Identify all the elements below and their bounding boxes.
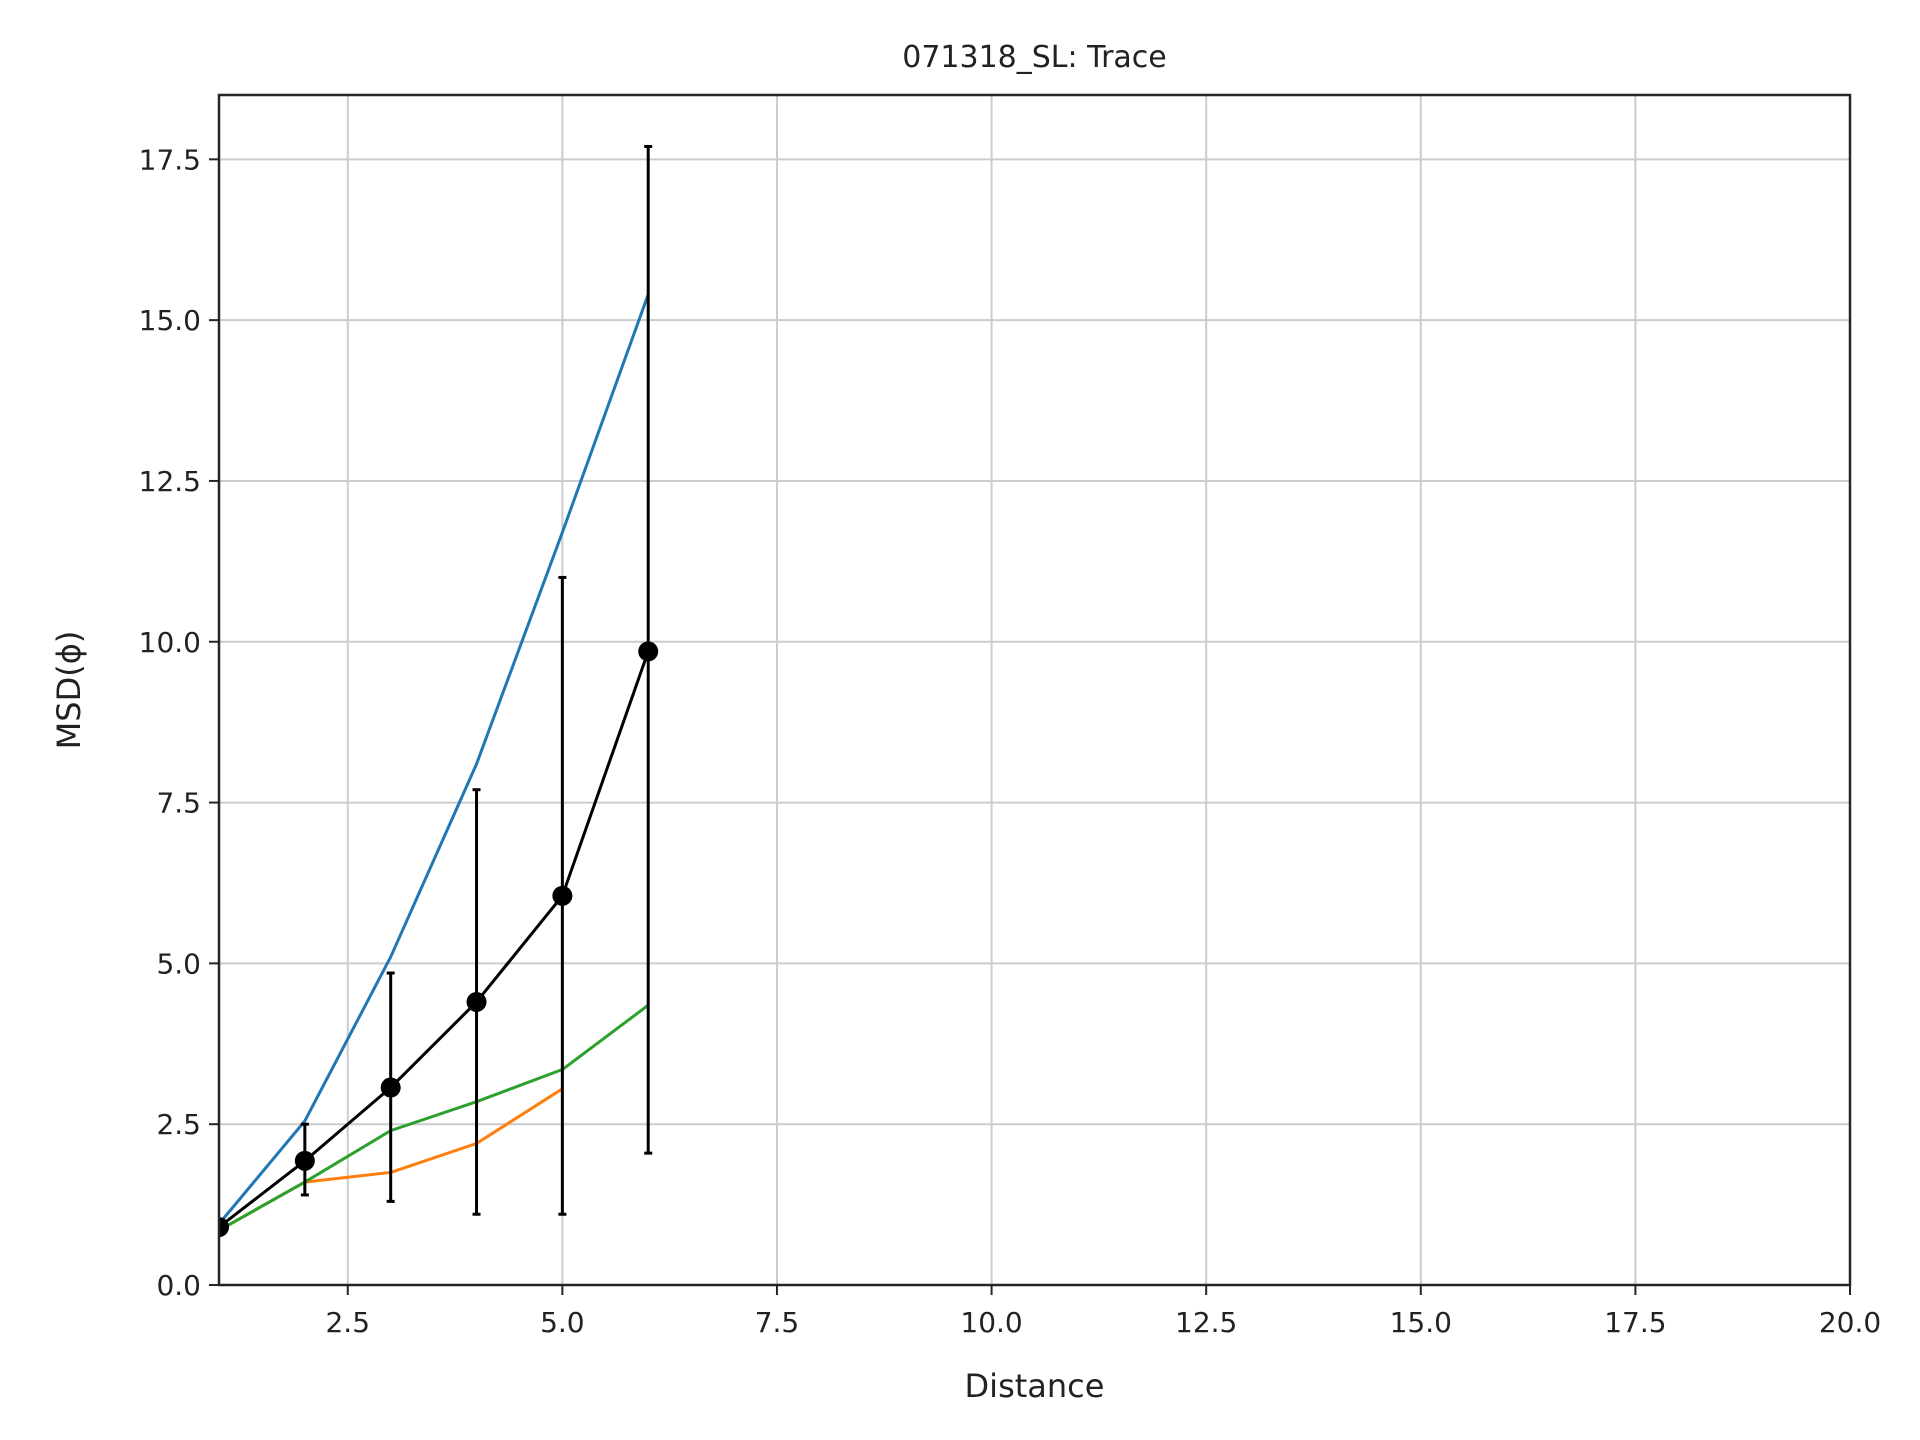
grid <box>219 95 1851 1286</box>
ticks: 2.5 5.0 7.5 10.0 12.5 15.0 17.5 20.0 0.0 2.5 5.0 7.… <box>139 143 1882 1339</box>
y-tick-label: 15.0 <box>139 304 201 337</box>
data-point <box>380 1077 401 1098</box>
x-tick-label: 5.0 <box>540 1306 585 1339</box>
y-tick-label: 10.0 <box>139 626 201 659</box>
y-tick-label: 5.0 <box>156 947 201 980</box>
x-tick-label: 17.5 <box>1604 1306 1666 1339</box>
y-tick-label: 2.5 <box>156 1108 201 1141</box>
series-layer <box>219 144 659 1238</box>
series-1 <box>219 293 650 1225</box>
y-tick-label: 12.5 <box>139 465 201 498</box>
chart-title: 071318_SL: Trace <box>902 40 1167 75</box>
x-tick-label: 20.0 <box>1819 1306 1881 1339</box>
x-tick-label: 12.5 <box>1175 1306 1237 1339</box>
series-3 <box>219 1003 650 1232</box>
data-point <box>466 991 487 1012</box>
x-tick-label: 10.0 <box>960 1306 1022 1339</box>
series-line <box>219 293 650 1225</box>
data-point <box>294 1150 315 1171</box>
y-axis-label: MSD(ϕ) <box>50 631 88 750</box>
x-tick-label: 7.5 <box>755 1306 800 1339</box>
y-tick-label: 17.5 <box>139 143 201 176</box>
series-line <box>219 650 650 1229</box>
x-tick-label: 2.5 <box>325 1306 370 1339</box>
x-axis-label: Distance <box>965 1367 1105 1405</box>
series-line <box>219 1003 650 1232</box>
series-4 <box>219 144 659 1238</box>
data-point <box>638 641 659 662</box>
y-tick-label: 7.5 <box>156 787 201 820</box>
x-tick-label: 15.0 <box>1390 1306 1452 1339</box>
data-point <box>552 885 573 906</box>
plot-frame <box>217 93 1852 1287</box>
y-tick-label: 0.0 <box>156 1269 201 1302</box>
data-point <box>219 1217 229 1238</box>
